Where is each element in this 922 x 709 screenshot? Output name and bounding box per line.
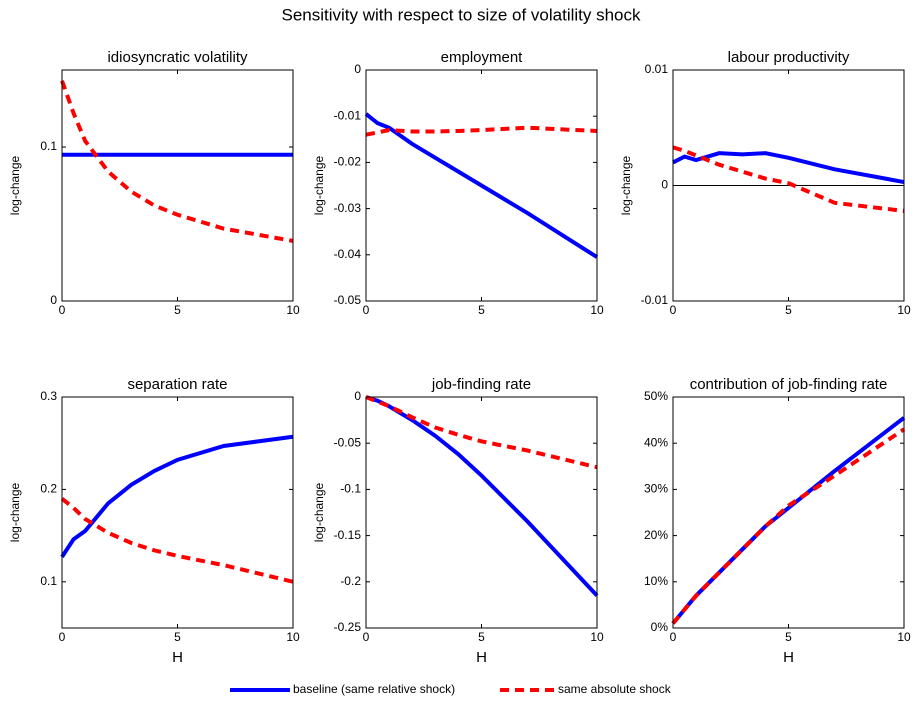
y-axis-label: log-change	[8, 482, 22, 542]
x-tick-label: 5	[174, 630, 181, 644]
subplot-title: contribution of job-finding rate	[690, 376, 888, 393]
x-axis-label: H	[476, 649, 487, 666]
subplot-title: labour productivity	[728, 49, 850, 66]
legend-label: same absolute shock	[558, 682, 672, 696]
series-line	[60, 80, 294, 243]
y-tick-label: 0.1	[40, 574, 57, 588]
series-line	[672, 151, 905, 185]
y-tick-label: -0.2	[340, 574, 361, 588]
subplot-title: separation rate	[127, 376, 227, 393]
x-axis-label: H	[783, 649, 794, 666]
x-tick-label: 0	[363, 630, 370, 644]
x-tick-label: 10	[286, 303, 300, 317]
y-tick-label: 40%	[644, 435, 668, 449]
x-tick-label: 0	[670, 630, 677, 644]
x-tick-label: 5	[785, 630, 792, 644]
series-line	[672, 145, 905, 213]
y-axis-label: log-change	[8, 155, 22, 215]
x-tick-label: 5	[478, 303, 485, 317]
x-tick-label: 0	[670, 303, 677, 317]
y-tick-label: -0.03	[334, 201, 362, 215]
x-tick-label: 0	[59, 303, 66, 317]
axes-box	[365, 69, 598, 302]
x-tick-label: 10	[590, 630, 604, 644]
y-tick-label: -0.1	[340, 482, 361, 496]
y-tick-label: 0.3	[40, 389, 57, 403]
axes-box	[61, 396, 294, 629]
axes-box	[672, 69, 905, 302]
x-tick-label: 0	[59, 630, 66, 644]
series-line	[365, 395, 598, 470]
axes-box	[672, 396, 905, 629]
y-tick-label: 0	[661, 178, 668, 192]
y-tick-label: 50%	[644, 389, 668, 403]
series-line	[671, 416, 906, 625]
axes-box	[365, 396, 598, 629]
subplot-title: employment	[441, 49, 524, 66]
x-axis-label: H	[172, 649, 183, 666]
series-line	[365, 125, 598, 137]
y-tick-label: 30%	[644, 482, 668, 496]
series-line	[365, 395, 599, 598]
y-tick-label: 0.01	[645, 62, 669, 76]
y-tick-label: -0.01	[641, 293, 669, 307]
legend-label: baseline (same relative shock)	[293, 682, 455, 696]
series-line	[60, 434, 294, 558]
y-tick-label: -0.05	[334, 435, 362, 449]
x-tick-label: 10	[897, 303, 911, 317]
x-tick-label: 5	[174, 303, 181, 317]
y-tick-label: 20%	[644, 528, 668, 542]
x-tick-label: 10	[590, 303, 604, 317]
x-tick-label: 5	[785, 303, 792, 317]
y-axis-label: log-change	[619, 155, 633, 215]
y-tick-label: 0	[50, 293, 57, 307]
series-line	[671, 427, 906, 625]
series-line	[364, 112, 599, 259]
y-tick-label: 0%	[651, 620, 669, 634]
y-tick-label: 0.1	[40, 139, 57, 153]
y-tick-label: 0.2	[40, 482, 57, 496]
y-axis-label: log-change	[312, 155, 326, 215]
y-tick-label: 10%	[644, 574, 668, 588]
y-tick-label: -0.25	[334, 620, 362, 634]
x-tick-label: 0	[363, 303, 370, 317]
y-tick-label: -0.15	[334, 528, 362, 542]
x-tick-label: 10	[897, 630, 911, 644]
subplot-title: job-finding rate	[431, 376, 531, 393]
y-tick-label: -0.01	[334, 108, 362, 122]
subplot-title: idiosyncratic volatility	[107, 49, 248, 66]
y-tick-label: -0.04	[334, 247, 362, 261]
y-axis-label: log-change	[312, 482, 326, 542]
x-tick-label: 10	[286, 630, 300, 644]
figure-title: Sensitivity with respect to size of vola…	[281, 5, 641, 24]
y-tick-label: 0	[354, 62, 361, 76]
y-tick-label: 0	[354, 389, 361, 403]
y-tick-label: -0.02	[334, 155, 362, 169]
series-line	[60, 497, 294, 584]
x-tick-label: 5	[478, 630, 485, 644]
y-tick-label: -0.05	[334, 293, 362, 307]
axes-box	[61, 69, 294, 302]
